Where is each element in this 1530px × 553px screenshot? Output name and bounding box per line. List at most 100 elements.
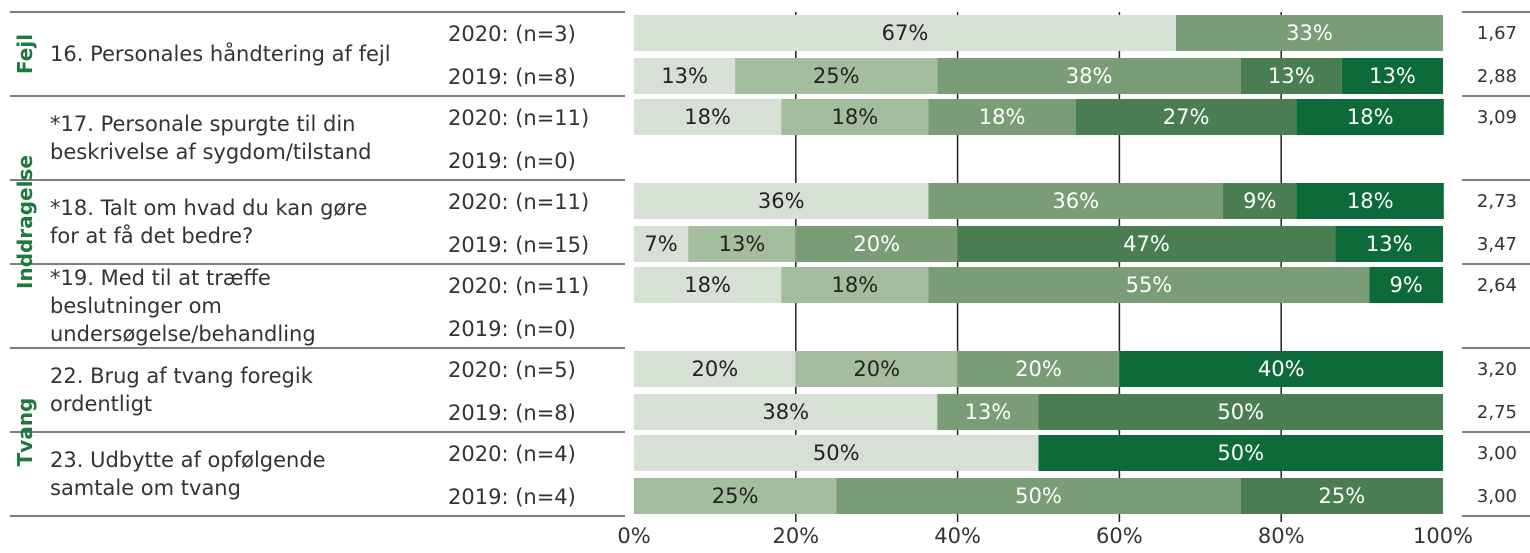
- question-text: for at få det bedre?: [50, 223, 253, 248]
- bar-segment: [634, 267, 782, 303]
- segment-label: 36%: [758, 189, 805, 213]
- segment-label: 55%: [1126, 273, 1173, 297]
- question-text: ordentligt: [50, 392, 152, 416]
- bar-segment: [634, 183, 929, 219]
- bar-segment: [1240, 478, 1443, 514]
- segment-label: 33%: [1286, 21, 1333, 45]
- bar-segment: [634, 394, 938, 430]
- bar-segment: [1119, 351, 1443, 387]
- mean-value: 3,09: [1477, 107, 1517, 128]
- bar-segment: [688, 226, 796, 262]
- bar-segment: [795, 226, 958, 262]
- segment-label: 13%: [1369, 64, 1416, 88]
- x-tick-label: 80%: [1258, 524, 1305, 548]
- segment-label: 20%: [692, 357, 739, 381]
- segment-label: 27%: [1163, 105, 1210, 129]
- bar-segment: [1075, 99, 1297, 135]
- bar-segment: [735, 58, 938, 94]
- mean-value: 3,00: [1477, 443, 1517, 464]
- segment-label: 9%: [1243, 189, 1276, 213]
- mean-value: 2,75: [1477, 402, 1517, 423]
- mean-value: 3,20: [1477, 359, 1517, 380]
- bar-segment: [1176, 15, 1443, 51]
- segment-label: 13%: [1268, 64, 1315, 88]
- question-text: samtale om tvang: [50, 476, 241, 500]
- bar-segment: [1335, 226, 1443, 262]
- segment-label: 18%: [979, 105, 1026, 129]
- x-tick-label: 0%: [617, 524, 650, 548]
- category-label: Tvang: [13, 398, 37, 467]
- n-label: 2019: (n=15): [448, 233, 589, 257]
- n-label: 2019: (n=0): [448, 149, 576, 173]
- segment-label: 18%: [832, 273, 879, 297]
- x-tick-label: 100%: [1413, 524, 1473, 548]
- n-label: 2020: (n=11): [448, 274, 589, 298]
- segment-label: 20%: [1015, 357, 1062, 381]
- segment-label: 25%: [1319, 484, 1366, 508]
- category-label: Fejl: [13, 34, 37, 74]
- bar-segment: [1296, 183, 1444, 219]
- segment-label: 13%: [719, 232, 766, 256]
- segment-label: 40%: [1258, 357, 1305, 381]
- bar-segment: [634, 351, 796, 387]
- mean-value: 2,88: [1477, 66, 1517, 87]
- mean-value: 1,67: [1477, 23, 1517, 44]
- n-label: 2019: (n=8): [448, 65, 576, 89]
- segment-label: 67%: [882, 21, 929, 45]
- n-label: 2019: (n=4): [448, 485, 576, 509]
- bar-segment: [634, 99, 782, 135]
- question-text: 22. Brug af tvang foregik: [50, 364, 314, 388]
- segment-label: 50%: [813, 441, 860, 465]
- mean-value: 3,00: [1477, 486, 1517, 507]
- segment-label: 13%: [661, 64, 708, 88]
- x-tick-label: 20%: [772, 524, 819, 548]
- segment-label: 50%: [1217, 441, 1264, 465]
- category-label: Inddragelse: [13, 155, 37, 289]
- segment-label: 36%: [1052, 189, 1099, 213]
- segment-label: 25%: [813, 64, 860, 88]
- n-label: 2020: (n=5): [448, 358, 576, 382]
- n-label: 2020: (n=11): [448, 190, 589, 214]
- bar-segment: [634, 478, 837, 514]
- segment-label: 13%: [1366, 232, 1413, 256]
- n-label: 2020: (n=11): [448, 106, 589, 130]
- x-tick-label: 60%: [1096, 524, 1143, 548]
- n-label: 2020: (n=3): [448, 22, 576, 46]
- n-label: 2020: (n=4): [448, 442, 576, 466]
- bar-segment: [634, 15, 1177, 51]
- bar-segment: [634, 435, 1039, 471]
- question-text: 23. Udbytte af opfølgende: [50, 448, 326, 472]
- bar-segment: [1038, 435, 1443, 471]
- segment-label: 47%: [1123, 232, 1170, 256]
- bar-segment: [836, 478, 1241, 514]
- segment-label: 50%: [1217, 400, 1264, 424]
- question-text: *18. Talt om hvad du kan gøre: [50, 196, 367, 220]
- mean-value: 2,73: [1477, 191, 1517, 212]
- bar-segment: [1341, 58, 1443, 94]
- bar-segment: [1038, 394, 1443, 430]
- bar-segment: [937, 58, 1241, 94]
- bar-segment: [957, 351, 1120, 387]
- segment-label: 18%: [1347, 105, 1394, 129]
- bar-segment: [937, 394, 1039, 430]
- bar-segment: [1369, 267, 1443, 303]
- bar-segment: [781, 99, 929, 135]
- bar-segment: [634, 58, 736, 94]
- bar-segment: [1240, 58, 1342, 94]
- bar-segment: [1222, 183, 1297, 219]
- segment-label: 18%: [832, 105, 879, 129]
- bar-segment: [634, 226, 689, 262]
- question-text: undersøgelse/behandling: [50, 322, 316, 346]
- bar-segment: [781, 267, 929, 303]
- segment-label: 38%: [762, 400, 809, 424]
- segment-label: 38%: [1066, 64, 1113, 88]
- bar-segment: [1296, 99, 1444, 135]
- segment-label: 13%: [965, 400, 1012, 424]
- n-label: 2019: (n=0): [448, 317, 576, 341]
- question-text: *19. Med til at træffe: [50, 266, 271, 290]
- segment-label: 18%: [684, 105, 731, 129]
- mean-value: 3,47: [1477, 234, 1517, 255]
- bar-segment: [928, 267, 1370, 303]
- bar-segment: [957, 226, 1336, 262]
